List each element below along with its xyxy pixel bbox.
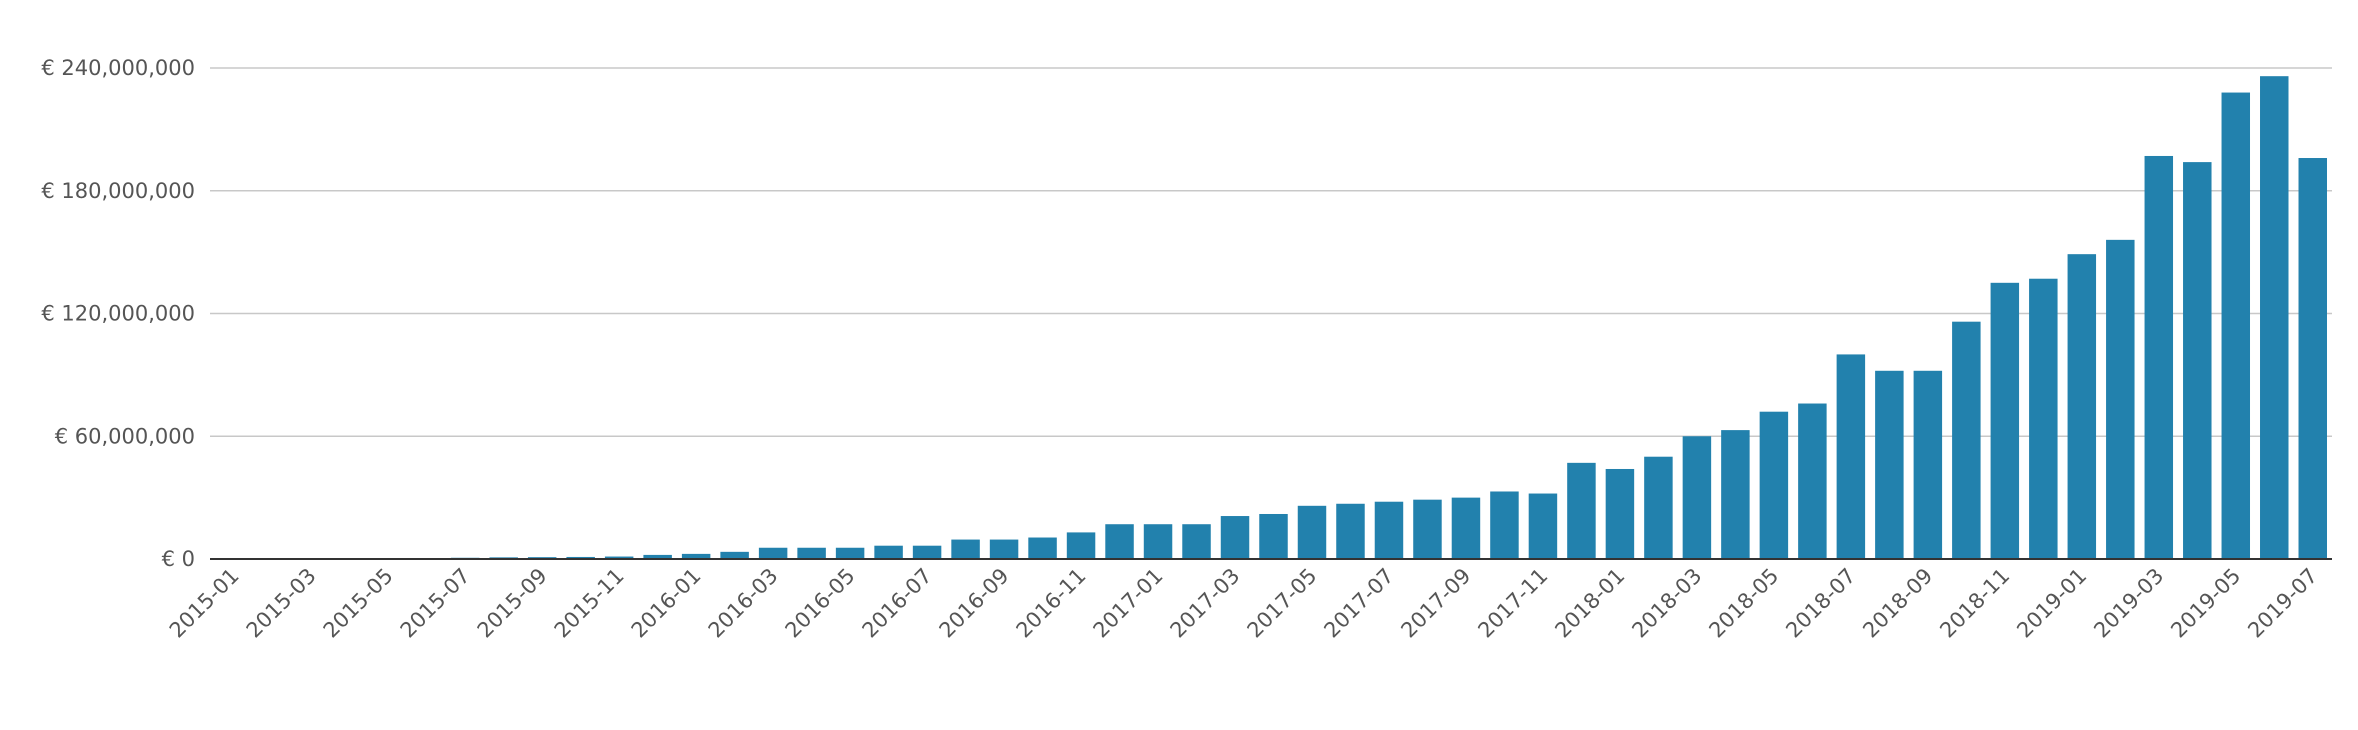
x-tick-label: 2018-01 bbox=[1550, 564, 1629, 643]
x-tick-label: 2016-07 bbox=[858, 564, 937, 643]
y-tick-label: € 240,000,000 bbox=[41, 56, 195, 80]
x-tick-label: 2015-09 bbox=[473, 564, 552, 643]
bar bbox=[2067, 254, 2097, 559]
x-tick-label: 2018-11 bbox=[1935, 564, 2014, 643]
bar bbox=[1297, 505, 1327, 559]
bar bbox=[1220, 516, 1250, 559]
bar bbox=[2144, 155, 2174, 560]
y-tick-label: € 120,000,000 bbox=[41, 302, 195, 326]
x-tick-label: 2018-05 bbox=[1704, 564, 1783, 643]
x-tick-label: 2019-03 bbox=[2089, 564, 2168, 643]
bar bbox=[1644, 456, 1673, 559]
x-tick-label: 2015-01 bbox=[165, 564, 244, 643]
bar bbox=[2183, 162, 2212, 559]
bar bbox=[566, 556, 595, 559]
bar bbox=[1759, 411, 1789, 559]
bar bbox=[1836, 354, 1866, 559]
bar bbox=[604, 556, 634, 559]
x-tick-label: 2017-05 bbox=[1243, 564, 1322, 643]
x-tick-label: 2016-11 bbox=[1012, 564, 1091, 643]
bar bbox=[2298, 158, 2327, 559]
bar bbox=[1451, 497, 1481, 559]
x-tick-label: 2015-11 bbox=[550, 564, 629, 643]
bar bbox=[1528, 493, 1558, 559]
bar bbox=[1374, 501, 1404, 559]
x-tick-label: 2015-05 bbox=[319, 564, 398, 643]
bar bbox=[1990, 282, 2020, 559]
x-tick-label: 2015-07 bbox=[396, 564, 475, 643]
bar bbox=[758, 547, 788, 559]
bar bbox=[1259, 513, 1288, 559]
bar bbox=[1605, 468, 1635, 559]
x-tick-label: 2016-05 bbox=[781, 564, 860, 643]
bar bbox=[2260, 76, 2289, 559]
bar bbox=[951, 539, 980, 559]
x-tick-label: 2019-07 bbox=[2243, 564, 2322, 643]
bar bbox=[681, 553, 711, 559]
bar bbox=[643, 554, 672, 559]
bar bbox=[1913, 370, 1943, 559]
x-tick-label: 2016-03 bbox=[704, 564, 783, 643]
y-tick-label: € 180,000,000 bbox=[41, 179, 195, 203]
bar bbox=[1875, 370, 1904, 559]
bar bbox=[1028, 537, 1057, 559]
bar bbox=[1413, 499, 1442, 559]
bar bbox=[1336, 503, 1365, 559]
x-tick-label: 2017-11 bbox=[1473, 564, 1552, 643]
x-tick-label: 2017-01 bbox=[1089, 564, 1168, 643]
bar bbox=[1490, 491, 1519, 559]
bar bbox=[2221, 92, 2251, 560]
bar bbox=[989, 539, 1019, 559]
y-tick-label: € 0 bbox=[162, 547, 195, 571]
x-tick-label: 2016-01 bbox=[627, 564, 706, 643]
x-tick-label: 2017-03 bbox=[1166, 564, 1245, 643]
x-tick-label: 2015-03 bbox=[242, 564, 321, 643]
bar bbox=[2106, 239, 2135, 559]
bar bbox=[1682, 436, 1712, 559]
y-tick-label: € 60,000,000 bbox=[55, 424, 195, 448]
x-tick-label: 2018-07 bbox=[1781, 564, 1860, 643]
x-tick-label: 2019-05 bbox=[2166, 564, 2245, 643]
bar bbox=[1798, 403, 1827, 559]
bar bbox=[912, 545, 942, 559]
x-tick-label: 2017-09 bbox=[1396, 564, 1475, 643]
bar bbox=[835, 547, 865, 559]
bar bbox=[1066, 532, 1096, 559]
bar bbox=[1952, 321, 1981, 559]
bar bbox=[1105, 524, 1134, 559]
bar bbox=[797, 547, 826, 559]
bar bbox=[1143, 524, 1173, 559]
bar bbox=[874, 545, 903, 559]
x-tick-label: 2016-09 bbox=[935, 564, 1014, 643]
bar bbox=[1182, 524, 1211, 559]
x-tick-label: 2018-09 bbox=[1858, 564, 1937, 643]
bar bbox=[2029, 278, 2058, 559]
x-tick-label: 2019-01 bbox=[2012, 564, 2091, 643]
bar bbox=[1721, 430, 1750, 559]
bar bbox=[720, 551, 749, 559]
bar bbox=[1567, 462, 1596, 559]
x-tick-label: 2018-03 bbox=[1627, 564, 1706, 643]
x-tick-label: 2017-07 bbox=[1319, 564, 1398, 643]
